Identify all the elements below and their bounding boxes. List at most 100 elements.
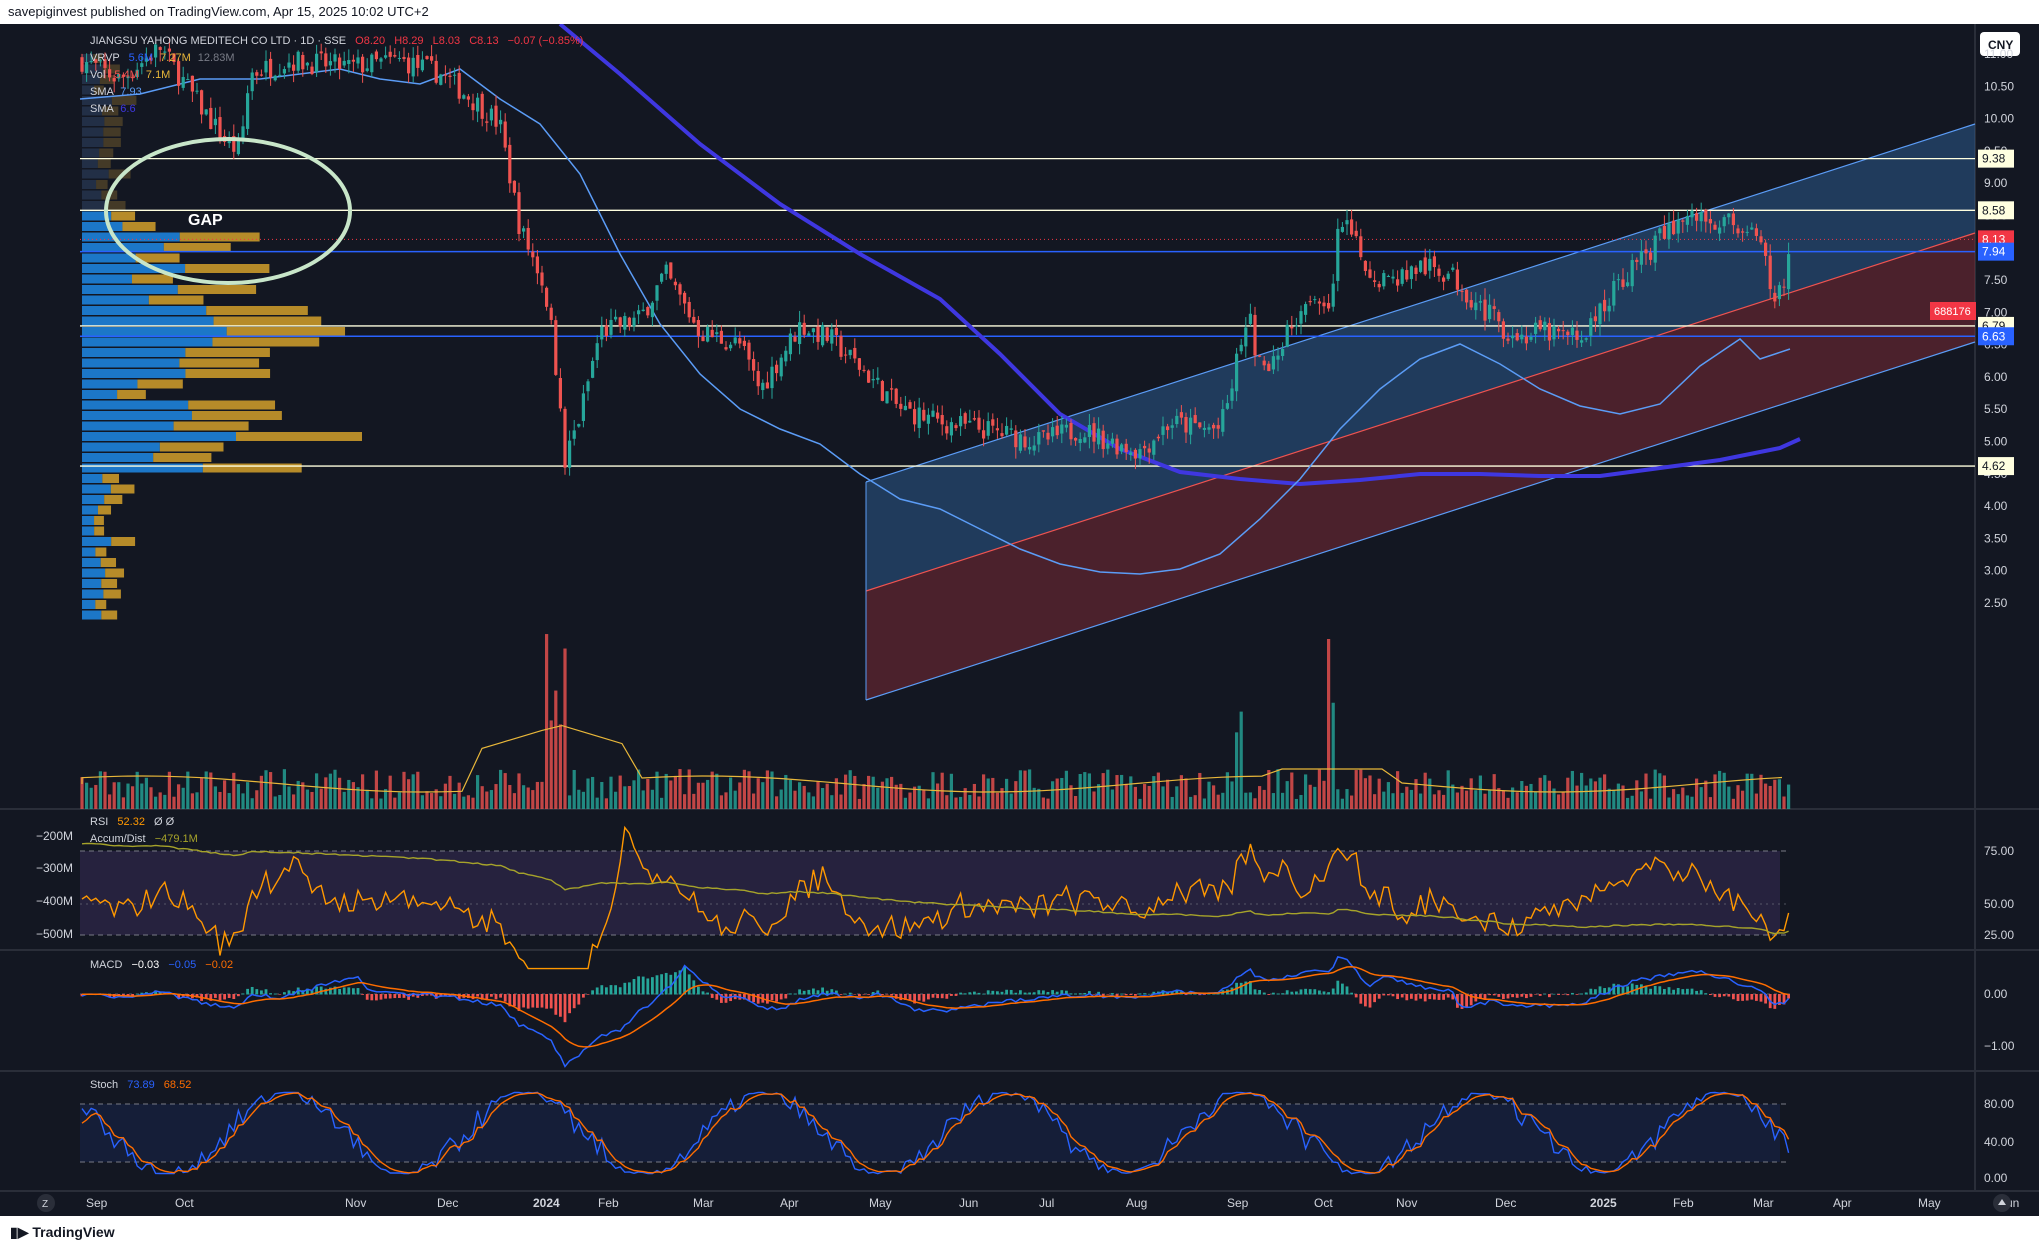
candle-body (1699, 212, 1703, 222)
volume-bar (880, 781, 884, 809)
macd-hist-bar (1111, 993, 1114, 995)
volume-bar (85, 782, 89, 809)
candle-body (425, 56, 429, 60)
volume-bar (1299, 794, 1303, 809)
volume-bar (526, 787, 530, 809)
candle-body (489, 108, 493, 121)
price-tick-label: 10.50 (1984, 79, 2014, 93)
macd-hist-bar (1741, 994, 1744, 1001)
time-tick-label: 2024 (533, 1196, 560, 1210)
volume-bar (899, 783, 903, 809)
rsi-label: RSI (90, 816, 108, 828)
candle-body (1377, 283, 1381, 288)
volume-bar (503, 773, 507, 809)
candle-body (1442, 277, 1446, 282)
candle-body (1262, 360, 1266, 366)
volume-bar (1621, 785, 1625, 809)
macd-hist-bar (1253, 989, 1257, 995)
macd-hist-bar (278, 994, 282, 995)
candle-body (664, 264, 668, 274)
macd-hist-bar (1055, 991, 1059, 995)
macd-hist-bar (913, 994, 916, 1004)
time-axis[interactable]: Sep Oct Nov Dec 2024 Feb Mar Apr May Jun Jul Aug Sep… (86, 1196, 2019, 1210)
vrvp-down-volume (105, 568, 125, 578)
ad-tick-label: −400M (36, 894, 73, 908)
candle-body (1009, 428, 1013, 430)
price-axis[interactable]: 11.0010.5010.009.509.008.508.007.507.006… (1984, 47, 2014, 610)
macd-hist-bar (1147, 993, 1151, 995)
volume-bar (1253, 798, 1257, 809)
macd-hist-bar (177, 994, 180, 999)
vrvp-down-volume (135, 253, 180, 263)
volume-bar (103, 771, 107, 809)
volume-bar (627, 786, 631, 809)
stoch-d-value: 68.52 (164, 1079, 192, 1091)
candle-body (1179, 412, 1183, 418)
candle-body (1129, 452, 1133, 456)
volume-bar (301, 782, 305, 809)
volume-bar (338, 777, 342, 809)
candle-body (1727, 213, 1731, 218)
macd-hist-bar (784, 994, 788, 999)
candle-body (1685, 215, 1689, 225)
candle-body (1285, 324, 1289, 347)
candle-body (347, 60, 351, 64)
candle-body (393, 55, 397, 57)
volume-bar (1557, 794, 1561, 809)
macd-hist-bar (1437, 994, 1441, 1000)
macd-hist-bar (398, 994, 401, 998)
rsi-tick-label: 25.00 (1984, 928, 2014, 942)
vrvp-down-volume (191, 411, 282, 420)
price-tick-label: 4.00 (1984, 499, 2008, 513)
volume-bar (434, 789, 438, 809)
candle-body (535, 256, 539, 274)
macd-hist-bar (1276, 993, 1280, 995)
candle-body (1115, 438, 1119, 455)
macd-hist-bar (526, 994, 530, 1009)
vrvp-up-volume (82, 390, 118, 399)
macd-hist-bar (986, 990, 990, 995)
candle-body (186, 79, 190, 81)
candle-body (1667, 223, 1671, 240)
candle-body (144, 58, 148, 62)
price-chart[interactable]: GAP JIANGSU YAHONG MEDITECH CO LTD · 1D … (0, 24, 2039, 1216)
volume-bar (1363, 778, 1367, 809)
volume-bar (885, 778, 889, 809)
volume-bar (1216, 794, 1220, 809)
candle-body (1759, 236, 1763, 243)
candle-body (1092, 423, 1096, 442)
macd-hist-bar (227, 994, 231, 999)
vrvp-up-volume (82, 337, 213, 347)
volume-bar (742, 769, 746, 809)
candle-body (890, 388, 894, 390)
candle-body (724, 347, 728, 350)
vrvp-up-volume (82, 264, 186, 273)
volume-bar (1345, 789, 1349, 809)
candle-body (1037, 432, 1041, 445)
macd-hist-bar (411, 994, 415, 997)
candle-body (788, 333, 792, 355)
candle-body (710, 329, 714, 338)
volume-bar (1377, 778, 1381, 809)
volume-bar (1731, 798, 1735, 809)
volume-bar (977, 796, 981, 809)
macd-hist-bar (1607, 987, 1611, 995)
volume-bar (922, 790, 926, 809)
macd-hist-bar (1313, 989, 1317, 995)
vrvp-down-volume (206, 306, 308, 315)
z-button[interactable]: Z (37, 1194, 55, 1212)
volume-bar (825, 783, 829, 809)
candle-body (1409, 266, 1413, 280)
time-axis-settings-icon[interactable] (1993, 1194, 2011, 1212)
candle-body (310, 66, 314, 75)
currency-button[interactable]: CNY (1980, 32, 2020, 56)
volume-bar (1497, 788, 1501, 809)
vrvp-down-volume (93, 54, 103, 63)
candle-body (692, 316, 696, 323)
macd-hist-bar (963, 993, 967, 995)
macd-hist-bar (1686, 988, 1689, 995)
candle-body (1023, 436, 1027, 448)
macd-hist-bar (1400, 994, 1404, 998)
macd-hist-bar (214, 994, 217, 998)
volume-bar (1156, 772, 1160, 809)
